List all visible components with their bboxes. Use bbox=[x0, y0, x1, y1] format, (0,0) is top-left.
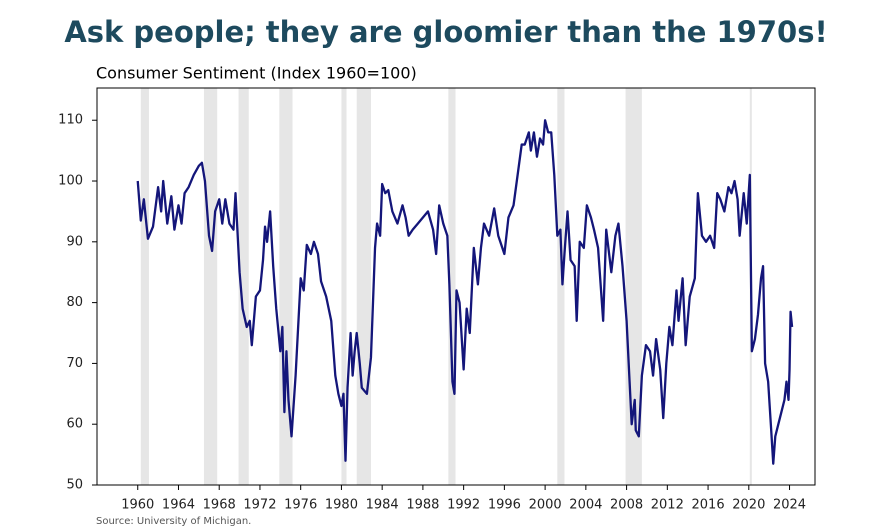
y-tick-label: 90 bbox=[66, 234, 83, 249]
y-tick-label: 110 bbox=[58, 113, 83, 128]
y-tick-label: 100 bbox=[58, 174, 83, 189]
recession-band bbox=[341, 88, 347, 485]
x-tick-label: 2024 bbox=[773, 498, 806, 513]
source-note: Source: University of Michigan. bbox=[96, 516, 251, 527]
y-tick-label: 50 bbox=[66, 478, 83, 493]
x-tick-label: 2012 bbox=[651, 498, 684, 513]
x-tick-label: 2004 bbox=[569, 498, 602, 513]
plot-frame bbox=[96, 87, 816, 486]
plot-area: 50 60 70 80 90 100 110 1960 1964 1968 1972 1976 1980… bbox=[58, 87, 816, 513]
x-tick-label: 2020 bbox=[732, 498, 765, 513]
x-tick-label: 1992 bbox=[447, 498, 480, 513]
sentiment-line bbox=[136, 119, 794, 465]
recession-band bbox=[279, 88, 293, 485]
chart-title: Ask people; they are gloomier than the 1… bbox=[64, 15, 827, 49]
x-tick-label: 1988 bbox=[406, 498, 439, 513]
recession-band bbox=[356, 88, 371, 485]
recession-band bbox=[557, 88, 565, 485]
x-tick-label: 1964 bbox=[162, 498, 195, 513]
chart-subtitle: Consumer Sentiment (Index 1960=100) bbox=[96, 64, 417, 83]
x-tick-label: 1976 bbox=[284, 498, 317, 513]
x-tick-label: 1996 bbox=[488, 498, 521, 513]
y-tick-label: 70 bbox=[66, 356, 83, 371]
x-tick-label: 2016 bbox=[692, 498, 725, 513]
x-tick-label: 1960 bbox=[121, 498, 154, 513]
x-tick-label: 1972 bbox=[243, 498, 276, 513]
x-tick-label: 1980 bbox=[325, 498, 358, 513]
recession-band bbox=[448, 88, 456, 485]
x-tick-label: 1984 bbox=[366, 498, 399, 513]
recession-band bbox=[203, 88, 218, 485]
y-tick-label: 80 bbox=[66, 295, 83, 310]
recession-band bbox=[140, 88, 149, 485]
x-tick-label: 2000 bbox=[529, 498, 562, 513]
x-tick-label: 1968 bbox=[203, 498, 236, 513]
x-tick-label: 2008 bbox=[610, 498, 643, 513]
recession-band bbox=[238, 88, 249, 485]
y-tick-label: 60 bbox=[66, 417, 83, 432]
